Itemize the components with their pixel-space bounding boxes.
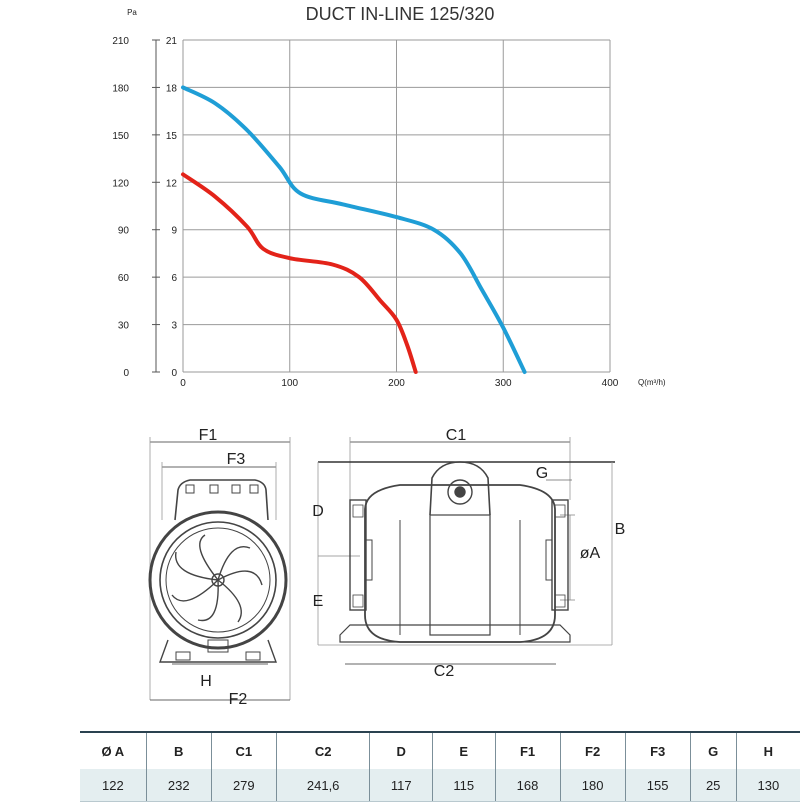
value-cell: 241,6 <box>275 769 370 802</box>
y-tick-label-secondary: 3 <box>171 321 177 332</box>
value-cell: 130 <box>735 769 800 802</box>
header-cell: H <box>735 731 800 769</box>
value-cell: 168 <box>494 769 561 802</box>
y-tick-label-pa: 60 <box>118 273 130 284</box>
value-cell: 115 <box>431 769 495 802</box>
y-tick-label-secondary: 15 <box>166 131 178 142</box>
value-cell: 180 <box>559 769 626 802</box>
header-cell: Ø A <box>80 731 147 769</box>
x-tick-label: 100 <box>281 378 298 389</box>
y-tick-label-pa: 90 <box>118 226 130 237</box>
header-cell: F1 <box>494 731 561 769</box>
header-cell: F3 <box>624 731 691 769</box>
label-e: E <box>313 593 324 610</box>
value-cell: 122 <box>80 769 147 802</box>
y-axis-label: Pa <box>127 8 137 17</box>
value-cell: 117 <box>369 769 433 802</box>
header-cell: B <box>145 731 212 769</box>
chart-lines <box>181 85 527 374</box>
y-tick-label-secondary: 0 <box>171 368 177 379</box>
y-tick-label-pa: 30 <box>118 321 130 332</box>
x-tick-label: 0 <box>180 378 186 389</box>
series-line-1 <box>181 172 418 374</box>
fan-blades <box>171 534 263 623</box>
y-tick-label-secondary: 18 <box>166 83 178 94</box>
dimensions-table: Ø A B C1 C2 D E F1 F2 F3 G H 122 232 279… <box>80 731 800 802</box>
y-tick-label-pa: 180 <box>112 83 129 94</box>
label-h: H <box>200 673 212 690</box>
y-tick-label-secondary: 12 <box>166 178 178 189</box>
x-tick-label: 400 <box>602 378 619 389</box>
y-tick-label-secondary: 6 <box>171 273 177 284</box>
front-view <box>148 437 291 701</box>
label-g: G <box>536 465 548 482</box>
fan-dimension-drawing: F1 F3 H F2 C1 G D B øA E C2 <box>148 427 626 708</box>
y-tick-label-pa: 150 <box>112 131 129 142</box>
x-tick-label: 300 <box>495 378 512 389</box>
chart-title: DUCT IN-LINE 125/320 <box>306 4 495 24</box>
header-cell: G <box>689 731 737 769</box>
label-f1: F1 <box>199 427 218 444</box>
value-cell: 155 <box>624 769 691 802</box>
value-cell: 232 <box>145 769 212 802</box>
series-line-0 <box>181 85 527 374</box>
y-tick-label-secondary: 9 <box>171 226 177 237</box>
label-c2: C2 <box>434 663 455 680</box>
value-cell: 25 <box>689 769 737 802</box>
header-cell: C2 <box>275 731 370 769</box>
header-cell: D <box>369 731 433 769</box>
label-f2: F2 <box>229 691 248 708</box>
label-b: B <box>615 521 626 538</box>
y-tick-label-pa: 210 <box>112 36 129 47</box>
y-tick-label-secondary: 21 <box>166 36 178 47</box>
label-oa: øA <box>580 545 601 562</box>
label-f3: F3 <box>227 451 246 468</box>
value-cell: 279 <box>210 769 277 802</box>
y-tick-label-pa: 120 <box>112 178 129 189</box>
y-tick-label-pa: 0 <box>123 368 129 379</box>
header-cell: F2 <box>559 731 626 769</box>
label-d: D <box>312 503 324 520</box>
label-c1: C1 <box>446 427 467 444</box>
dimension-labels: F1 F3 H F2 C1 G D B øA E C2 <box>199 427 626 708</box>
x-tick-label: 200 <box>388 378 405 389</box>
header-cell: C1 <box>210 731 277 769</box>
side-view <box>317 437 615 665</box>
performance-chart: DUCT IN-LINE 125/320 Pa Q(m³/h) 0 030 360 6… <box>112 4 666 389</box>
x-axis-label: Q(m³/h) <box>638 378 666 387</box>
table-row: 122 232 279 241,6 117 115 168 180 155 25… <box>80 769 800 802</box>
table-header-row: Ø A B C1 C2 D E F1 F2 F3 G H <box>80 731 800 769</box>
header-cell: E <box>431 731 495 769</box>
